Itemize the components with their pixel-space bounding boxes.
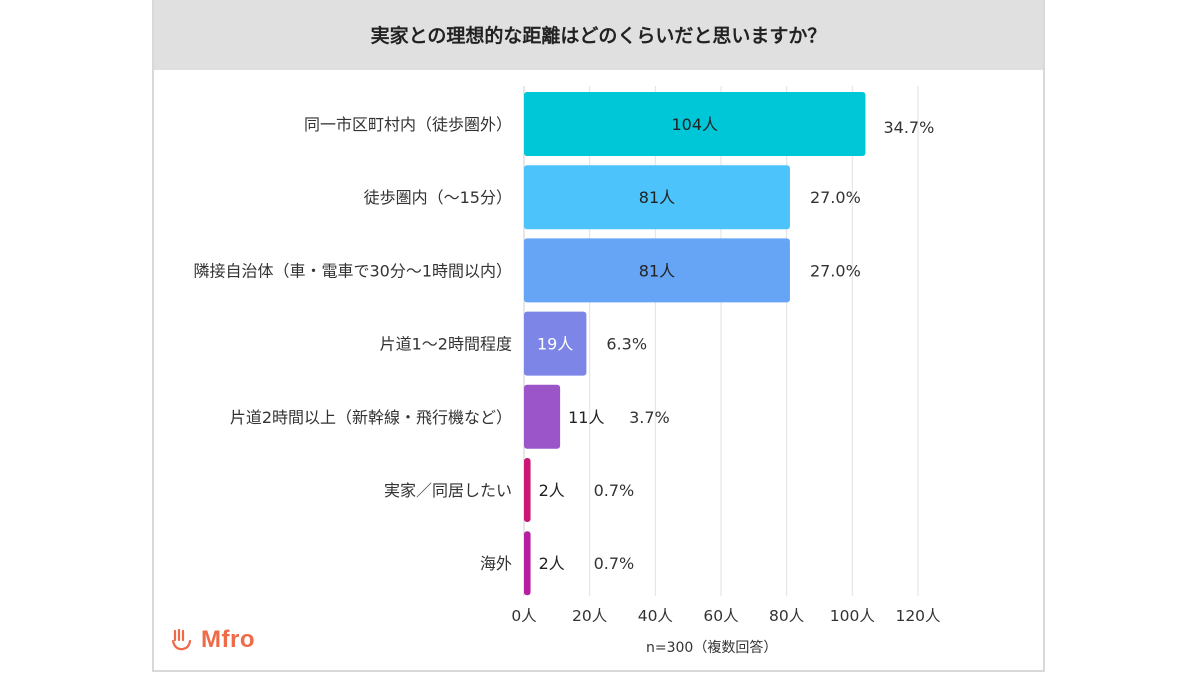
percent-label: 0.7% [594,481,635,500]
brand-name: Mfro [201,626,255,653]
category-label: 隣接自治体（車・電車で30分〜1時間以内） [193,261,512,280]
value-label: 11人 [568,408,604,427]
sample-note: n=300（複数回答） [646,640,778,656]
x-tick-label: 40人 [638,607,673,625]
percent-label: 27.0% [810,261,861,280]
value-label: 81人 [639,261,675,280]
bar [524,384,561,449]
category-label: 海外 [480,554,512,573]
value-label: 19人 [537,335,573,354]
x-tick-label: 20人 [572,607,607,625]
value-label: 81人 [639,188,675,207]
bar [524,531,531,596]
bar [524,238,790,303]
x-tick-label: 100人 [830,607,875,625]
hand-icon [171,628,192,651]
percent-label: 0.7% [594,554,635,573]
x-tick-label: 80人 [769,607,804,625]
bar [524,92,866,156]
value-label: 2人 [539,554,565,573]
category-label: 片道1〜2時間程度 [380,335,512,354]
brand-logo: Mfro [171,626,255,654]
bar [524,165,790,230]
value-label: 2人 [539,481,565,500]
percent-label: 6.3% [606,335,647,354]
chart-title: 実家との理想的な距離はどのくらいだと思いますか？ [370,25,827,47]
x-tick-label: 0人 [511,607,536,625]
category-label: 片道2時間以上（新幹線・飛行機など） [230,408,512,427]
category-label: 同一市区町村内（徒歩圏外） [304,115,512,134]
x-tick-label: 120人 [895,607,940,625]
bar [524,458,531,522]
percent-label: 27.0% [810,188,861,207]
category-label: 徒歩圏内（〜15分） [364,188,512,207]
chart-header: 実家との理想的な距離はどのくらいだと思いますか？ [154,0,1043,70]
percent-label: 34.7% [883,118,934,137]
percent-label: 3.7% [629,408,670,427]
category-label: 実家／同居したい [384,481,512,500]
bar [524,311,587,376]
value-label: 104人 [671,115,718,134]
x-tick-label: 60人 [703,607,738,625]
